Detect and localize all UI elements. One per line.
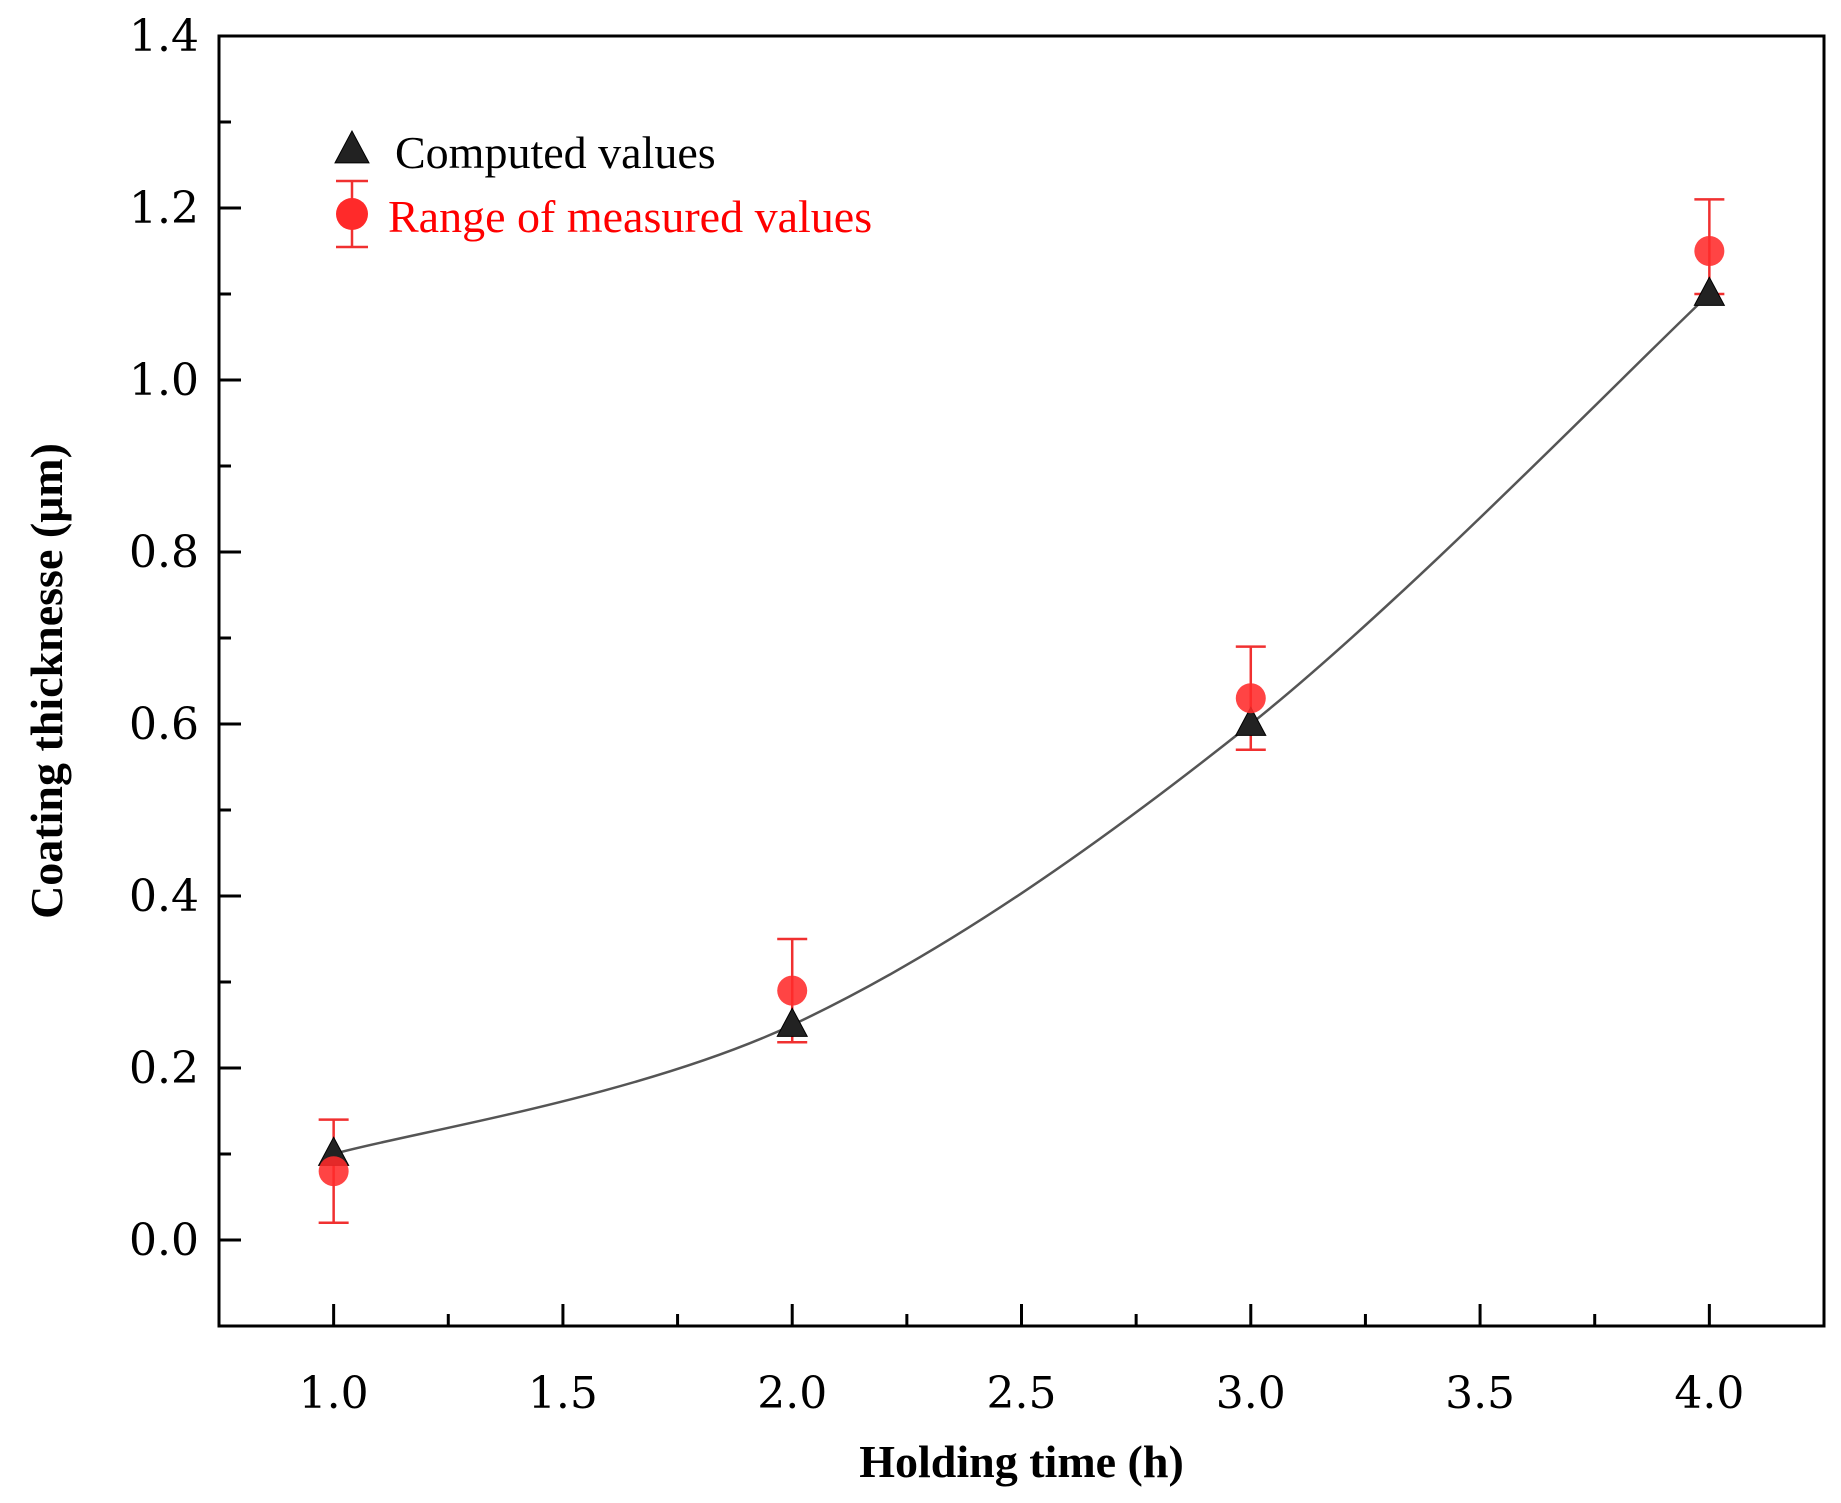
y-axis-title: Coating thicknesse (μm) [21,443,72,919]
fit-curve-layer [333,293,1711,1156]
y-tick-label: 1.4 [129,11,199,62]
computed-values-curve [333,293,1711,1156]
plot-frame [217,34,1826,1328]
computed-point [1693,276,1726,306]
y-tick-label: 0.0 [129,1215,199,1266]
legend-label-measured: Range of measured values [388,191,872,242]
marker-layer [317,236,1726,1187]
y-tick-label: 1.2 [129,183,199,234]
legend-item-computed [334,129,370,164]
y-tick-label: 0.4 [129,871,199,922]
legend-triangle-icon [334,129,370,164]
legend-item-measured [336,179,368,249]
y-tick-label: 0.2 [129,1043,199,1094]
measured-point [777,975,808,1006]
measured-point [1694,236,1725,266]
x-tick-label: 3.0 [1216,1368,1286,1419]
x-tick-label: 1.0 [299,1368,369,1419]
x-tick-label: 2.0 [757,1368,827,1419]
y-tick-label: 0.8 [129,527,199,578]
x-tick-label: 2.5 [987,1368,1057,1419]
computed-point [1234,706,1267,736]
x-tick-label: 1.5 [528,1368,598,1419]
x-tick-label: 4.0 [1674,1368,1744,1419]
measured-point [318,1156,349,1187]
x-axis-title: Holding time (h) [859,1436,1184,1487]
legend: Computed values Range of measured values [334,127,872,249]
error-bar-layer [318,198,1725,1225]
y-tick-label: 1.0 [129,355,199,406]
legend-label-computed: Computed values [395,127,716,178]
x-tick-labels: 1.0 1.5 2.0 2.5 3.0 3.5 4.0 [299,1368,1745,1419]
x-tick-label: 3.5 [1445,1368,1515,1419]
computed-point [776,1007,809,1037]
y-tick-labels: 0.0 0.2 0.4 0.6 0.8 1.0 1.2 1.4 [129,11,199,1266]
legend-circle-icon [336,198,368,230]
y-tick-label: 0.6 [129,699,199,750]
measured-point [1235,683,1266,714]
